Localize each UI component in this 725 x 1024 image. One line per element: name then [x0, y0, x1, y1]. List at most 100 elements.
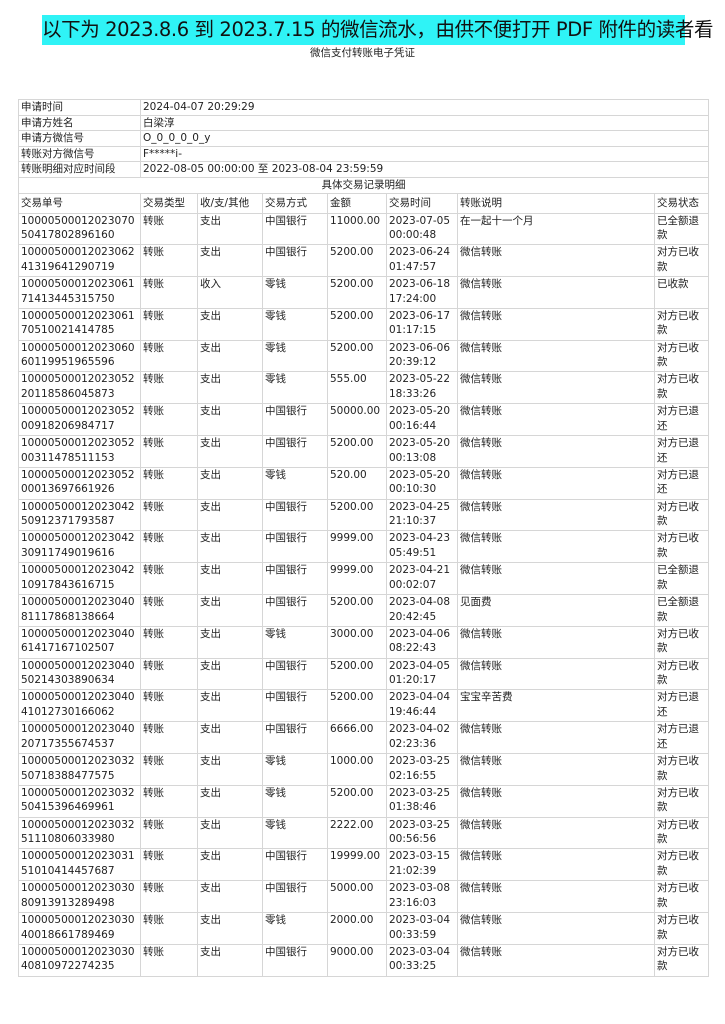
- payment-method: 零钱: [262, 784, 328, 818]
- transaction-status: 对方已收款: [653, 625, 710, 659]
- column-header: 交易状态: [653, 192, 710, 214]
- transaction-type: 转账: [140, 880, 198, 914]
- amount: 5200.00: [327, 689, 387, 723]
- table-row: 1000050001202303151010414457687 转账 支出 中国银行 1…: [18, 848, 710, 882]
- transaction-status: 对方已退还: [653, 689, 710, 723]
- transaction-time: 2023-03-25 00:56:56: [386, 816, 458, 850]
- direction: 支出: [197, 244, 263, 278]
- transaction-type: 转账: [140, 721, 198, 755]
- table-row: 1000050001202306060119951965596 转账 支出 零钱 520…: [18, 339, 710, 373]
- transaction-time: 2023-04-25 21:10:37: [386, 498, 458, 532]
- transaction-type: 转账: [140, 498, 198, 532]
- payment-method: 中国银行: [262, 212, 328, 246]
- transaction-id: 1000050001202305200918206984717: [18, 403, 141, 437]
- transfer-note: 微信转账: [457, 943, 655, 977]
- transaction-id: 1000050001202304061417167102507: [18, 625, 141, 659]
- info-label: 申请时间: [18, 99, 141, 116]
- direction: 支出: [197, 530, 263, 564]
- transaction-type: 转账: [140, 816, 198, 850]
- transaction-id: 1000050001202303250718388477575: [18, 753, 141, 786]
- transaction-time: 2023-03-04 00:33:59: [386, 912, 458, 945]
- transfer-note: 宝宝辛苦费: [457, 689, 655, 723]
- table-row: 1000050001202303251110806033980 转账 支出 零钱 222…: [18, 816, 710, 850]
- table-row: 1000050001202303040810972274235 转账 支出 中国银行 9…: [18, 943, 710, 977]
- table-row: 1000050001202303250415396469961 转账 支出 零钱 520…: [18, 784, 710, 818]
- table-row: 1000050001202305200013697661926 转账 支出 零钱 520…: [18, 466, 710, 500]
- transaction-id: 1000050001202304210917843616715: [18, 562, 141, 596]
- payment-method: 零钱: [262, 625, 328, 659]
- transfer-note: 微信转账: [457, 625, 655, 659]
- amount: 5200.00: [327, 244, 387, 278]
- payment-method: 零钱: [262, 307, 328, 341]
- transaction-time: 2023-04-02 02:23:36: [386, 721, 458, 755]
- amount: 2000.00: [327, 912, 387, 945]
- transaction-id: 1000050001202304041012730166062: [18, 689, 141, 723]
- payment-method: 中国银行: [262, 657, 328, 691]
- payment-method: 零钱: [262, 912, 328, 945]
- table-row: 1000050001202305200918206984717 转账 支出 中国银行 5…: [18, 403, 710, 437]
- table-row: 1000050001202304020717355674537 转账 支出 中国银行 6…: [18, 721, 710, 755]
- column-header: 金额: [327, 192, 387, 214]
- transaction-status: 对方已收款: [653, 371, 710, 405]
- transaction-status: 已全额退款: [653, 212, 710, 246]
- transaction-status: 对方已收款: [653, 912, 710, 945]
- info-value: 2022-08-05 00:00:00 至 2023-08-04 23:59:5…: [139, 161, 710, 178]
- transfer-note: 微信转账: [457, 753, 655, 786]
- transaction-type: 转账: [140, 594, 198, 627]
- transaction-time: 2023-03-25 01:38:46: [386, 784, 458, 818]
- transaction-type: 转账: [140, 371, 198, 405]
- transaction-status: 对方已收款: [653, 498, 710, 532]
- direction: 支出: [197, 880, 263, 914]
- transaction-status: 对方已收款: [653, 530, 710, 564]
- amount: 5200.00: [327, 276, 387, 309]
- transaction-id: 1000050001202307050417802896160: [18, 212, 141, 246]
- direction: 支出: [197, 466, 263, 500]
- amount: 555.00: [327, 371, 387, 405]
- column-header: 交易单号: [18, 192, 141, 214]
- amount: 50000.00: [327, 403, 387, 437]
- transaction-id: 1000050001202303080913913289498: [18, 880, 141, 914]
- amount: 5200.00: [327, 435, 387, 468]
- direction: 支出: [197, 403, 263, 437]
- direction: 支出: [197, 339, 263, 373]
- transfer-note: 微信转账: [457, 912, 655, 945]
- table-row: 1000050001202307050417802896160 转账 支出 中国银行 1…: [18, 212, 710, 246]
- transaction-time: 2023-05-20 00:10:30: [386, 466, 458, 500]
- document-title: 微信支付转账电子凭证: [310, 47, 415, 59]
- transaction-id: 1000050001202304230911749019616: [18, 530, 141, 564]
- amount: 5200.00: [327, 594, 387, 627]
- transaction-time: 2023-05-22 18:33:26: [386, 371, 458, 405]
- transfer-note: 微信转账: [457, 816, 655, 850]
- table-row: 1000050001202305200311478511153 转账 支出 中国银行 5…: [18, 435, 710, 468]
- transaction-status: 已全额退款: [653, 562, 710, 596]
- section-row: 具体交易记录明细: [17, 176, 710, 194]
- transaction-type: 转账: [140, 912, 198, 945]
- transaction-time: 2023-04-08 20:42:45: [386, 594, 458, 627]
- direction: 支出: [197, 753, 263, 786]
- transaction-status: 对方已收款: [653, 816, 710, 850]
- table-row: 1000050001202306171413445315750 转账 收入 零钱 520…: [18, 276, 710, 309]
- direction: 支出: [197, 594, 263, 627]
- amount: 5200.00: [327, 784, 387, 818]
- amount: 6666.00: [327, 721, 387, 755]
- transfer-note: 见面费: [457, 594, 655, 627]
- transaction-id: 1000050001202303251110806033980: [18, 816, 141, 850]
- amount: 5200.00: [327, 498, 387, 532]
- column-header: 交易类型: [140, 192, 198, 214]
- table-row: 1000050001202304061417167102507 转账 支出 零钱 300…: [18, 625, 710, 659]
- transaction-status: 对方已收款: [653, 307, 710, 341]
- transaction-status: 对方已收款: [653, 880, 710, 914]
- transaction-status: 对方已收款: [653, 784, 710, 818]
- transaction-time: 2023-05-20 00:13:08: [386, 435, 458, 468]
- table-row: 1000050001202306170510021414785 转账 支出 零钱 520…: [18, 307, 710, 341]
- info-value: F*****i-: [139, 145, 710, 162]
- info-label: 申请方微信号: [18, 130, 141, 147]
- transaction-status: 对方已收款: [653, 339, 710, 373]
- transaction-type: 转账: [140, 276, 198, 309]
- direction: 支出: [197, 816, 263, 850]
- transaction-id: 1000050001202306241319641290719: [18, 244, 141, 278]
- transaction-time: 2023-03-08 23:16:03: [386, 880, 458, 914]
- column-header: 交易时间: [386, 192, 458, 214]
- transaction-status: 对方已收款: [653, 244, 710, 278]
- table-row: 1000050001202303040018661789469 转账 支出 零钱 200…: [18, 912, 710, 945]
